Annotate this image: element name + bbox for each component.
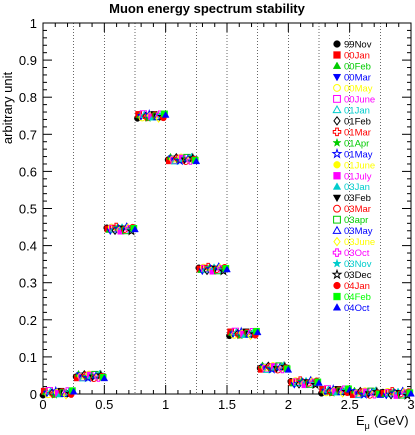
legend-label: 00Feb: [344, 61, 371, 72]
x-axis-label-sub: μ: [365, 421, 370, 431]
legend-marker: [333, 161, 341, 169]
y-tick-label: 0.2: [19, 313, 37, 328]
legend-label: 03Nov: [344, 259, 372, 270]
grid: [73, 23, 381, 394]
legend-marker: [332, 225, 342, 234]
chart-title: Muon energy spectrum stability: [109, 1, 306, 16]
legend-marker: [332, 137, 342, 147]
x-tick-label: 3: [407, 397, 414, 412]
data-point: [161, 110, 170, 118]
data-point: [131, 225, 139, 233]
y-tick-label: 0.6: [19, 164, 37, 179]
legend-label: 03apr: [344, 215, 368, 226]
legend-label: 01Mar: [344, 127, 371, 138]
legend-label: 01June: [344, 160, 375, 171]
legend-marker: [332, 104, 342, 114]
legend-label: 03May: [344, 226, 373, 237]
x-tick-label: 1.5: [218, 397, 236, 412]
legend-label: 00Jan: [344, 50, 370, 61]
x-tick-label: 2.5: [341, 397, 359, 412]
legend-label: 01Jan: [344, 105, 370, 116]
legend-marker: [333, 115, 341, 126]
data-point: [223, 265, 231, 273]
legend-marker: [332, 248, 342, 257]
legend-label: 01May: [344, 149, 373, 160]
data-point: [100, 374, 109, 382]
legend-marker: [331, 268, 343, 280]
legend-label: 03Mar: [344, 204, 371, 215]
legend-marker: [333, 51, 341, 59]
data-point: [284, 365, 293, 373]
y-tick-label: 1: [30, 16, 37, 31]
legend-marker: [333, 204, 341, 213]
legend-label: 03Oct: [344, 248, 370, 259]
legend-marker: [333, 236, 341, 247]
y-tick-label: 0: [30, 387, 37, 402]
y-tick-label: 0.9: [19, 53, 37, 68]
data-point: [69, 387, 78, 395]
y-tick-label: 0.1: [19, 350, 37, 365]
legend-marker: [332, 73, 342, 82]
y-axis-label: arbitrary unit: [0, 71, 15, 144]
legend-marker: [333, 215, 341, 224]
data-point: [407, 389, 415, 397]
y-tick-label: 0.3: [19, 276, 37, 291]
legend-label: 04Feb: [344, 292, 371, 303]
data-point: [192, 157, 201, 165]
legend-marker: [332, 303, 342, 311]
legend-label: 01Apr: [344, 138, 369, 149]
legend-label: 03Jan: [344, 182, 370, 193]
legend-marker: [331, 148, 343, 159]
legend-label: 01Feb: [344, 116, 371, 127]
legend-label: 01July: [344, 171, 372, 182]
legend-label: 04Oct: [344, 303, 370, 314]
legend: 99Nov00Jan00Feb00Mar00May00June01Jan01Fe…: [331, 40, 375, 314]
legend-marker: [333, 281, 341, 290]
x-axis-label-main: E: [356, 413, 365, 428]
x-tick-label: 2: [285, 397, 292, 412]
x-axis-label: Eμ (GeV): [356, 413, 409, 431]
axis-ticks: 0 0.5 1 1.5 2 2.5 3 0 0.1 0.2 0.3 0.4 0.5 0.6 0.7 0.8 0.…: [19, 16, 415, 412]
x-tick-label: 1: [162, 397, 169, 412]
legend-marker: [333, 84, 341, 92]
legend-marker: [332, 182, 342, 190]
x-axis-label-unit: (GeV): [374, 413, 409, 428]
legend-marker: [332, 127, 342, 137]
legend-marker: [333, 40, 341, 48]
x-tick-label: 0.5: [95, 397, 113, 412]
data-markers: [39, 109, 415, 400]
legend-label: 99Nov: [344, 40, 372, 51]
legend-label: 03Dec: [344, 270, 372, 281]
legend-label: 03June: [344, 237, 375, 248]
y-tick-label: 0.4: [19, 239, 37, 254]
legend-marker: [333, 172, 341, 180]
data-point: [253, 328, 262, 336]
legend-label: 00Mar: [344, 72, 371, 83]
x-tick-label: 0: [39, 397, 46, 412]
legend-label: 00June: [344, 94, 375, 105]
legend-label: 03Feb: [344, 193, 371, 204]
legend-label: 04Jan: [344, 281, 370, 292]
legend-marker: [333, 95, 341, 103]
y-tick-label: 0.8: [19, 90, 37, 105]
y-tick-label: 0.5: [19, 202, 37, 217]
legend-marker: [332, 194, 342, 203]
legend-label: 00May: [344, 83, 373, 94]
y-tick-label: 0.7: [19, 127, 37, 142]
legend-marker: [332, 258, 342, 268]
data-point: [315, 378, 323, 386]
legend-marker: [333, 292, 341, 301]
legend-marker: [332, 61, 342, 69]
